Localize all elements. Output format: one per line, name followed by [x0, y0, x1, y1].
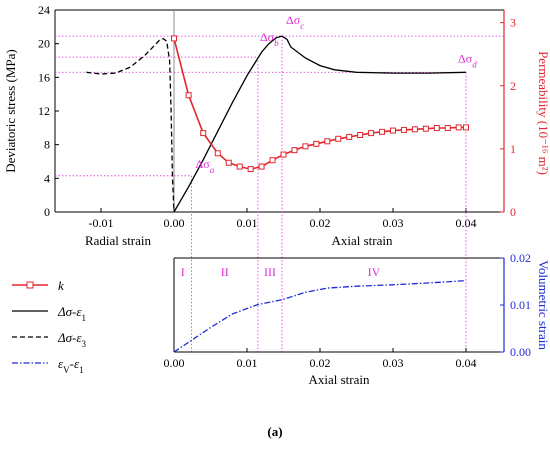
bottom-chart: 0.00 0.01 0.02 0.03 0.04 0.00 0.01 0.02 Axial st…	[164, 251, 550, 387]
series-k-point	[423, 126, 428, 131]
annotation-delta-sigma-b-part: b	[274, 38, 279, 48]
y-tick-label: 16	[38, 70, 50, 84]
annotation-delta-sigma-a-part: Δσ	[196, 157, 211, 171]
y-axis-title: Deviatoric stress (MPa)	[3, 49, 18, 172]
series-k-point	[248, 167, 253, 172]
y2-tick-label: 1	[510, 142, 516, 156]
series-k-point	[380, 129, 385, 134]
stage-label: I	[181, 265, 185, 279]
series-k-point	[445, 126, 450, 131]
series-k-point	[226, 160, 231, 165]
series-k-point	[347, 134, 352, 139]
annotation-delta-sigma-a: Δσa	[196, 157, 215, 175]
y2-axis-title: Permeability (10⁻¹⁶ m²)	[536, 51, 550, 175]
legend-label-part: Δσ-ε	[57, 304, 82, 319]
annotation-delta-sigma-c-part: Δσ	[286, 13, 301, 27]
bottom-y-axis-title: Volumetric strain	[536, 260, 550, 350]
bottom-x-tick-label: 0.04	[456, 356, 477, 370]
annotation-delta-sigma-b-part: Δσ	[260, 30, 275, 44]
bottom-x-tick-label: 0.00	[164, 356, 185, 370]
y2-tick-label: 3	[510, 16, 516, 30]
series-k-point	[456, 125, 461, 130]
series-stress-axial	[174, 36, 466, 212]
series-k-point	[391, 128, 396, 133]
annotation-delta-sigma-b: Δσb	[260, 30, 279, 48]
series-k-point	[412, 127, 417, 132]
legend-label-part: 3	[82, 339, 87, 349]
series-k-point	[270, 158, 275, 163]
stage-label: III	[264, 265, 276, 279]
annotation-delta-sigma-d: Δσd	[458, 51, 477, 69]
legend-label: Δσ-ε1	[57, 304, 86, 323]
series-stress-radial	[86, 39, 174, 212]
x-tick-label: 0.00	[164, 216, 185, 230]
series-k-point	[434, 126, 439, 131]
bottom-y-tick-label: 0.02	[510, 251, 531, 265]
bottom-y-tick-label: 0.00	[510, 345, 531, 359]
series-k-point	[401, 127, 406, 132]
bottom-x-tick-label: 0.01	[237, 356, 258, 370]
legend-label-part: 1	[82, 313, 87, 323]
y-tick-label: 8	[44, 138, 50, 152]
series-k-point	[281, 152, 286, 157]
figure-caption: (a)	[267, 424, 282, 439]
series-k-point	[186, 93, 191, 98]
y-tick-label: 0	[44, 205, 50, 219]
x-tick-label: 0.03	[383, 216, 404, 230]
annotation-delta-sigma-d-part: d	[472, 59, 477, 69]
series-k-point	[303, 144, 308, 149]
series-k-point	[172, 36, 177, 41]
bottom-x-axis-title: Axial strain	[308, 372, 370, 387]
legend-label: k	[58, 278, 64, 293]
series-k-point	[237, 164, 242, 169]
legend-label-part: 1	[79, 365, 84, 375]
y-tick-label: 4	[44, 171, 50, 185]
series-k-point	[369, 131, 374, 136]
bottom-x-tick-label: 0.02	[310, 356, 331, 370]
stage-label: II	[221, 265, 229, 279]
legend-label-part: k	[58, 278, 64, 293]
legend-label: εV-ε1	[58, 356, 84, 375]
annotation-delta-sigma-c: Δσc	[286, 13, 304, 31]
x-tick-label: 0.02	[310, 216, 331, 230]
series-k-point	[292, 148, 297, 153]
series-k-point	[259, 164, 264, 169]
x-tick-label: -0.01	[89, 216, 114, 230]
stage-label: IV	[368, 265, 381, 279]
y-tick-label: 24	[38, 3, 50, 17]
bottom-x-tick-label: 0.03	[383, 356, 404, 370]
legend-label-part: Δσ-ε	[57, 330, 82, 345]
x-tick-label: 0.01	[237, 216, 258, 230]
annotation-delta-sigma-d-part: Δσ	[458, 51, 473, 65]
y-tick-label: 20	[38, 37, 50, 51]
x-axis-title-axial: Axial strain	[331, 233, 393, 248]
y2-tick-label: 0	[510, 205, 516, 219]
x-axis-title-radial: Radial strain	[85, 233, 152, 248]
y-tick-label: 12	[38, 104, 50, 118]
series-volumetric	[174, 281, 466, 352]
series-k-point	[464, 125, 469, 130]
bottom-y-tick-label: 0.01	[510, 298, 531, 312]
series-k-point	[215, 151, 220, 156]
series-k-point	[201, 131, 206, 136]
series-k-point	[358, 132, 363, 137]
series-k-point	[314, 141, 319, 146]
annotation-delta-sigma-a-part: a	[210, 165, 215, 175]
series-k-line	[174, 38, 466, 169]
series-k-point	[336, 136, 341, 141]
annotation-delta-sigma-c-part: c	[300, 21, 304, 31]
y2-tick-label: 2	[510, 79, 516, 93]
legend-label: Δσ-ε3	[57, 330, 87, 349]
legend-k-marker	[27, 282, 33, 288]
series-k-point	[325, 139, 330, 144]
